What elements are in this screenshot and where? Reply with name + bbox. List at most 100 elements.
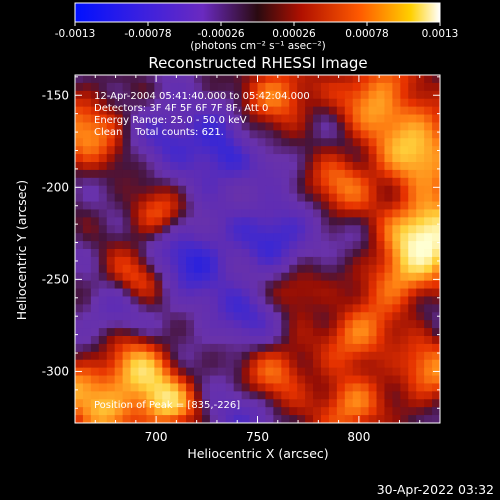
- heatmap-cell: [424, 90, 433, 100]
- heatmap-cell: [82, 209, 92, 218]
- heatmap-cell: [392, 146, 401, 155]
- heatmap-cell: [170, 154, 179, 163]
- heatmap-cell: [344, 351, 354, 361]
- heatmap-cell: [98, 399, 108, 408]
- heatmap-cell: [257, 272, 267, 282]
- heatmap-cell: [344, 336, 354, 345]
- heatmap-image: [75, 75, 440, 423]
- heatmap-cell: [114, 193, 124, 203]
- heatmap-cell: [408, 90, 417, 100]
- heatmap-cell: [305, 75, 314, 84]
- heatmap-cell: [138, 359, 148, 369]
- heatmap-cell: [233, 169, 243, 179]
- heatmap-cell: [209, 280, 219, 290]
- heatmap-cell: [178, 75, 187, 84]
- heatmap-cell: [297, 122, 306, 131]
- heatmap-cell: [360, 296, 370, 305]
- heatmap-cell: [233, 233, 243, 242]
- heatmap-cell: [257, 241, 267, 250]
- heatmap-cell: [249, 154, 259, 163]
- heatmap-cell: [392, 336, 401, 345]
- heatmap-cell: [178, 217, 187, 226]
- heatmap-cell: [392, 225, 401, 234]
- heatmap-cell: [186, 217, 195, 226]
- heatmap-cell: [408, 375, 417, 385]
- heatmap-cell: [217, 375, 227, 385]
- heatmap-cell: [186, 399, 195, 408]
- heatmap-cell: [225, 375, 235, 385]
- heatmap-cell: [320, 114, 330, 124]
- heatmap-cell: [297, 169, 306, 179]
- heatmap-cell: [265, 241, 274, 250]
- heatmap-cell: [384, 375, 393, 385]
- heatmap-cell: [225, 154, 235, 163]
- heatmap-cell: [265, 82, 274, 92]
- heatmap-cell: [408, 177, 417, 187]
- heatmap-cell: [201, 130, 211, 139]
- heatmap-cell: [241, 391, 251, 400]
- heatmap-cell: [209, 75, 219, 84]
- heatmap-cell: [130, 304, 140, 313]
- heatmap-cell: [154, 201, 163, 211]
- heatmap-cell: [400, 359, 409, 369]
- heatmap-cell: [194, 367, 203, 377]
- heatmap-cell: [289, 391, 298, 400]
- heatmap-cell: [209, 383, 219, 392]
- heatmap-cell: [416, 122, 425, 131]
- heatmap-cell: [328, 138, 338, 147]
- heatmap-cell: [186, 130, 195, 139]
- heatmap-cell: [194, 130, 203, 139]
- heatmap-cell: [305, 130, 314, 139]
- heatmap-cell: [209, 288, 219, 298]
- heatmap-cell: [336, 320, 346, 329]
- heatmap-cell: [201, 280, 211, 290]
- heatmap-cell: [90, 241, 100, 250]
- heatmap-cell: [170, 177, 179, 187]
- heatmap-cell: [170, 280, 179, 290]
- heatmap-cell: [408, 280, 417, 290]
- heatmap-cell: [217, 304, 227, 313]
- heatmap-cell: [320, 138, 330, 147]
- heatmap-cell: [146, 304, 155, 313]
- heatmap-cell: [305, 328, 314, 337]
- heatmap-cell: [146, 241, 155, 250]
- heatmap-cell: [273, 209, 282, 218]
- heatmap-cell: [217, 162, 227, 171]
- heatmap-cell: [336, 241, 346, 250]
- heatmap-cell: [90, 162, 100, 171]
- heatmap-cell: [384, 75, 393, 84]
- heatmap-cell: [265, 320, 274, 329]
- heatmap-cell: [201, 359, 211, 369]
- heatmap-cell: [217, 98, 227, 108]
- heatmap-cell: [432, 407, 440, 416]
- heatmap-cell: [201, 82, 211, 92]
- heatmap-cell: [82, 249, 92, 258]
- heatmap-cell: [154, 328, 163, 337]
- heatmap-cell: [201, 264, 211, 274]
- heatmap-cell: [170, 264, 179, 274]
- heatmap-cell: [265, 114, 274, 124]
- heatmap-cell: [257, 249, 267, 258]
- heatmap-cell: [297, 114, 306, 124]
- heatmap-cell: [305, 383, 314, 392]
- heatmap-cell: [162, 375, 171, 385]
- heatmap-cell: [178, 264, 187, 274]
- heatmap-cell: [376, 336, 386, 345]
- heatmap-cell: [178, 415, 187, 423]
- heatmap-cell: [98, 177, 108, 187]
- heatmap-cell: [106, 264, 116, 274]
- heatmap-cell: [432, 343, 440, 353]
- heatmap-cell: [90, 383, 100, 392]
- heatmap-cell: [170, 312, 179, 321]
- heatmap-cell: [225, 351, 235, 361]
- heatmap-cell: [194, 154, 203, 163]
- heatmap-cell: [384, 90, 393, 100]
- heatmap-cell: [178, 90, 187, 100]
- heatmap-cell: [376, 193, 386, 203]
- heatmap-cell: [114, 320, 124, 329]
- heatmap-cell: [352, 185, 362, 195]
- heatmap-cell: [241, 233, 251, 242]
- heatmap-cell: [75, 383, 84, 392]
- heatmap-cell: [416, 193, 425, 203]
- heatmap-cell: [320, 177, 330, 187]
